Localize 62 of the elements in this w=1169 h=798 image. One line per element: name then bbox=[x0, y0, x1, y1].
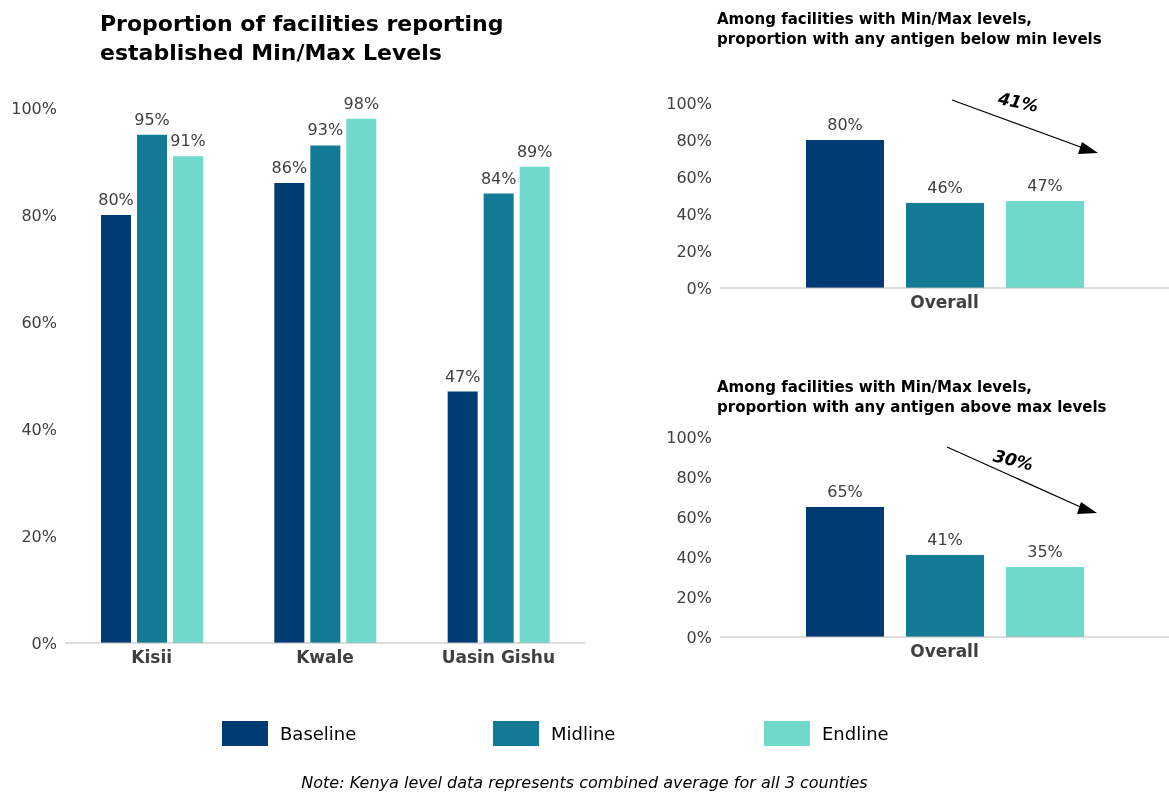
data-label: 65% bbox=[827, 482, 863, 501]
chart-title: Among facilities with Min/Max levels, proportion with any antigen below min levels bbox=[717, 10, 1102, 49]
bar bbox=[137, 134, 167, 643]
x-tick-label: Overall bbox=[910, 292, 979, 313]
y-tick-label: 20% bbox=[676, 587, 712, 607]
bar bbox=[346, 118, 377, 643]
y-tick-label: 80% bbox=[21, 205, 57, 225]
data-label: 47% bbox=[1027, 176, 1063, 196]
data-label: 84% bbox=[480, 168, 517, 188]
y-tick-label: 20% bbox=[676, 241, 712, 261]
bar bbox=[274, 182, 305, 643]
annotation: 41% bbox=[996, 87, 1041, 117]
y-tick-label: 100% bbox=[666, 93, 712, 113]
x-tick-label: Kwale bbox=[296, 647, 354, 668]
y-tick-label: 60% bbox=[676, 167, 712, 187]
y-tick-label: 60% bbox=[21, 312, 57, 332]
data-label: 80% bbox=[98, 190, 134, 209]
data-label: 80% bbox=[827, 115, 863, 134]
y-tick-label: 40% bbox=[676, 204, 712, 224]
y-tick-label: 100% bbox=[666, 427, 712, 447]
annotation: 30% bbox=[991, 445, 1036, 475]
legend-label: Endline bbox=[822, 723, 889, 744]
bar bbox=[806, 140, 884, 288]
data-label: 95% bbox=[134, 109, 170, 129]
y-tick-label: 80% bbox=[676, 467, 712, 487]
bar bbox=[173, 156, 203, 643]
y-tick-label: 0% bbox=[31, 633, 57, 653]
chart-title: Proportion of facilities reporting established Min/Max Levels bbox=[100, 10, 504, 67]
data-label: 35% bbox=[1027, 542, 1063, 561]
legend-label: Midline bbox=[551, 723, 616, 744]
bar bbox=[483, 193, 514, 643]
data-label: 89% bbox=[516, 141, 553, 161]
data-label: 46% bbox=[927, 177, 963, 197]
bar bbox=[906, 555, 984, 637]
y-tick-label: 0% bbox=[686, 278, 712, 298]
x-tick-label: Uasin Gishu bbox=[441, 647, 556, 668]
bar bbox=[1006, 201, 1084, 288]
data-label: 93% bbox=[307, 120, 344, 140]
bar bbox=[806, 507, 884, 637]
bar bbox=[519, 166, 550, 643]
data-label: 47% bbox=[444, 366, 481, 386]
data-label: 98% bbox=[343, 93, 380, 113]
y-tick-label: 40% bbox=[21, 419, 57, 439]
chart-title: Among facilities with Min/Max levels, proportion with any antigen above max levels bbox=[717, 378, 1107, 417]
x-tick-label: Kisii bbox=[131, 647, 173, 668]
legend-label: Baseline bbox=[280, 723, 357, 744]
bar bbox=[1006, 567, 1084, 637]
bar bbox=[101, 215, 131, 643]
y-tick-label: 20% bbox=[21, 526, 57, 546]
bar bbox=[310, 145, 341, 643]
text: Note: Kenya level data represents combined average for all 3 counties bbox=[300, 773, 869, 792]
data-label: 86% bbox=[271, 157, 308, 177]
data-label: 91% bbox=[170, 131, 206, 151]
bar bbox=[447, 391, 478, 643]
x-tick-label: Overall bbox=[910, 641, 979, 662]
y-tick-label: 0% bbox=[686, 627, 712, 647]
y-tick-label: 60% bbox=[676, 507, 712, 527]
bar bbox=[906, 202, 984, 288]
y-tick-label: 80% bbox=[676, 130, 712, 150]
y-tick-label: 100% bbox=[11, 98, 57, 118]
data-label: 41% bbox=[927, 530, 963, 549]
y-tick-label: 40% bbox=[676, 547, 712, 567]
